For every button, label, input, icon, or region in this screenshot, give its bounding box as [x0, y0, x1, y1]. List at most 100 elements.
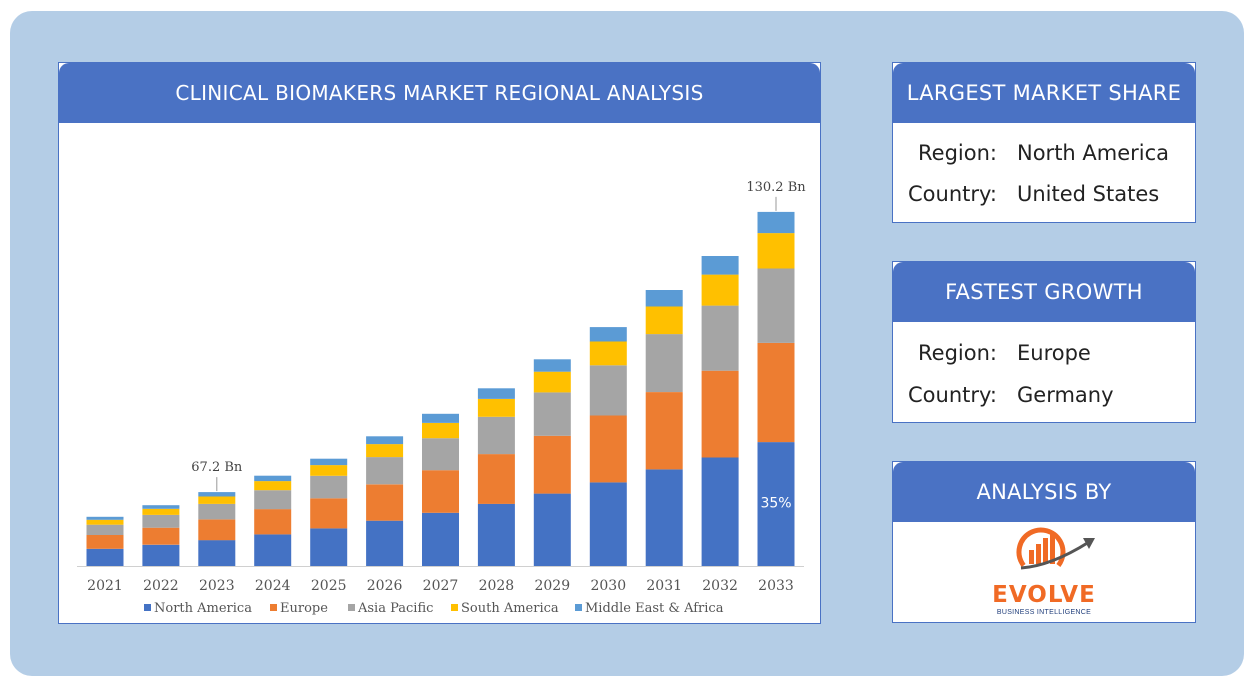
- bar-europe-2026: [366, 484, 404, 521]
- country-value: United States: [1017, 182, 1160, 206]
- bar-north-america-2021: [86, 548, 124, 566]
- bar-north-america-2031: [645, 469, 683, 566]
- bar-middle-east-africa-2028: [477, 388, 515, 399]
- bar-north-america-2028: [477, 503, 515, 566]
- bar-asia-pacific-2022: [142, 514, 180, 528]
- bar-asia-pacific-2029: [533, 392, 571, 436]
- bar-south-america-2031: [645, 306, 683, 335]
- bar-middle-east-africa-2026: [366, 436, 404, 445]
- legend-swatch: [575, 604, 582, 611]
- largest-market-share-card: LARGEST MARKET SHARE Region: North Ameri…: [892, 62, 1196, 223]
- x-tick-label: 2030: [590, 578, 626, 594]
- bar-middle-east-africa-2031: [645, 290, 683, 307]
- bar-middle-east-africa-2022: [142, 505, 180, 509]
- bar-middle-east-africa-2032: [701, 256, 739, 275]
- bar-middle-east-africa-2030: [589, 327, 627, 342]
- bar-asia-pacific-2033: [757, 268, 795, 343]
- bar-asia-pacific-2031: [645, 334, 683, 392]
- bar-south-america-2021: [86, 519, 124, 525]
- bar-north-america-2033: [757, 442, 795, 566]
- bar-middle-east-africa-2027: [422, 413, 459, 423]
- logo-tagline: BUSINESS INTELLIGENCE: [996, 609, 1092, 616]
- legend-swatch: [144, 604, 151, 611]
- bar-asia-pacific-2027: [422, 438, 459, 471]
- x-tick-label: 2023: [199, 578, 235, 594]
- bar-south-america-2029: [533, 371, 571, 393]
- bar-asia-pacific-2032: [701, 305, 739, 371]
- fastest-growth-title: FASTEST GROWTH: [893, 262, 1195, 322]
- x-tick-label: 2033: [758, 578, 794, 594]
- bar-north-america-2032: [701, 457, 739, 566]
- bar-north-america-2022: [142, 544, 180, 566]
- bar-europe-2022: [142, 527, 180, 545]
- legend-label: Europe: [280, 601, 328, 616]
- x-tick-label: 2024: [255, 578, 291, 594]
- country-value: Germany: [1017, 383, 1114, 407]
- region-value: Europe: [1017, 341, 1091, 365]
- bar-south-america-2025: [310, 465, 348, 476]
- x-tick-label: 2022: [143, 578, 179, 594]
- bar-asia-pacific-2026: [366, 457, 404, 485]
- bar-europe-2032: [701, 370, 739, 458]
- data-label-share: 35%: [760, 496, 791, 512]
- x-tick-label: 2021: [87, 578, 123, 594]
- bar-europe-2028: [477, 454, 515, 504]
- stacked-bar-chart: 2021 2022 2023 2024 2025 2026 2027 2028 2029 2030…: [77, 180, 806, 616]
- bar-north-america-2024: [254, 534, 292, 566]
- legend-swatch: [451, 604, 458, 611]
- legend-swatch: [348, 604, 355, 611]
- largest-market-share-title: LARGEST MARKET SHARE: [893, 63, 1195, 123]
- x-tick-label: 2032: [702, 578, 738, 594]
- legend-swatch: [270, 604, 277, 611]
- data-label-total: 130.2 Bn: [746, 180, 806, 195]
- bar-south-america-2032: [701, 274, 739, 306]
- country-label: Country:: [908, 383, 997, 407]
- bar-south-america-2033: [757, 233, 795, 269]
- legend-label: North America: [154, 601, 252, 616]
- legend-label: South America: [461, 601, 559, 616]
- bar-middle-east-africa-2025: [310, 458, 348, 466]
- x-tick-label: 2026: [367, 578, 403, 594]
- bar-south-america-2022: [142, 508, 180, 515]
- bar-north-america-2027: [422, 512, 459, 566]
- country-label: Country:: [908, 182, 997, 206]
- bar-middle-east-africa-2024: [254, 475, 292, 482]
- bar-europe-2021: [86, 535, 124, 549]
- region-label: Region:: [918, 341, 997, 365]
- bar-europe-2029: [533, 435, 571, 494]
- bar-asia-pacific-2024: [254, 490, 292, 510]
- bar-asia-pacific-2030: [589, 365, 627, 416]
- fastest-growth-card: FASTEST GROWTH Region: Europe Country: G…: [892, 261, 1196, 423]
- logo-mark-icon: [1016, 527, 1095, 577]
- bar-south-america-2030: [589, 341, 627, 366]
- bar-europe-2023: [198, 519, 236, 541]
- x-tick-label: 2028: [479, 578, 515, 594]
- x-tick-label: 2029: [534, 578, 570, 594]
- bar-asia-pacific-2025: [310, 475, 348, 499]
- evolve-logo: EVOLVE BUSINESS INTELLIGENCE: [893, 522, 1195, 622]
- bar-south-america-2028: [477, 399, 515, 417]
- bar-europe-2030: [589, 415, 627, 483]
- chart-title: CLINICAL BIOMAKERS MARKET REGIONAL ANALY…: [59, 63, 820, 123]
- bar-asia-pacific-2028: [477, 416, 515, 455]
- bar-middle-east-africa-2029: [533, 359, 571, 372]
- bar-north-america-2025: [310, 528, 348, 566]
- bar-middle-east-africa-2023: [198, 492, 236, 497]
- bar-north-america-2026: [366, 520, 404, 566]
- bar-north-america-2030: [589, 482, 627, 566]
- region-label: Region:: [918, 141, 997, 165]
- analysis-by-title: ANALYSIS BY: [893, 462, 1195, 522]
- bar-south-america-2027: [422, 423, 459, 439]
- bar-south-america-2023: [198, 496, 236, 504]
- bar-asia-pacific-2023: [198, 503, 236, 520]
- region-value: North America: [1017, 141, 1170, 165]
- bar-middle-east-africa-2021: [86, 516, 124, 520]
- bar-south-america-2026: [366, 444, 404, 458]
- x-tick-label: 2031: [646, 578, 682, 594]
- logo-wordmark: EVOLVE: [992, 582, 1096, 608]
- data-label-total: 67.2 Bn: [191, 460, 243, 475]
- bar-middle-east-africa-2033: [757, 211, 795, 234]
- bar-europe-2031: [645, 392, 683, 470]
- bar-europe-2033: [757, 342, 795, 443]
- bar-north-america-2029: [533, 493, 571, 566]
